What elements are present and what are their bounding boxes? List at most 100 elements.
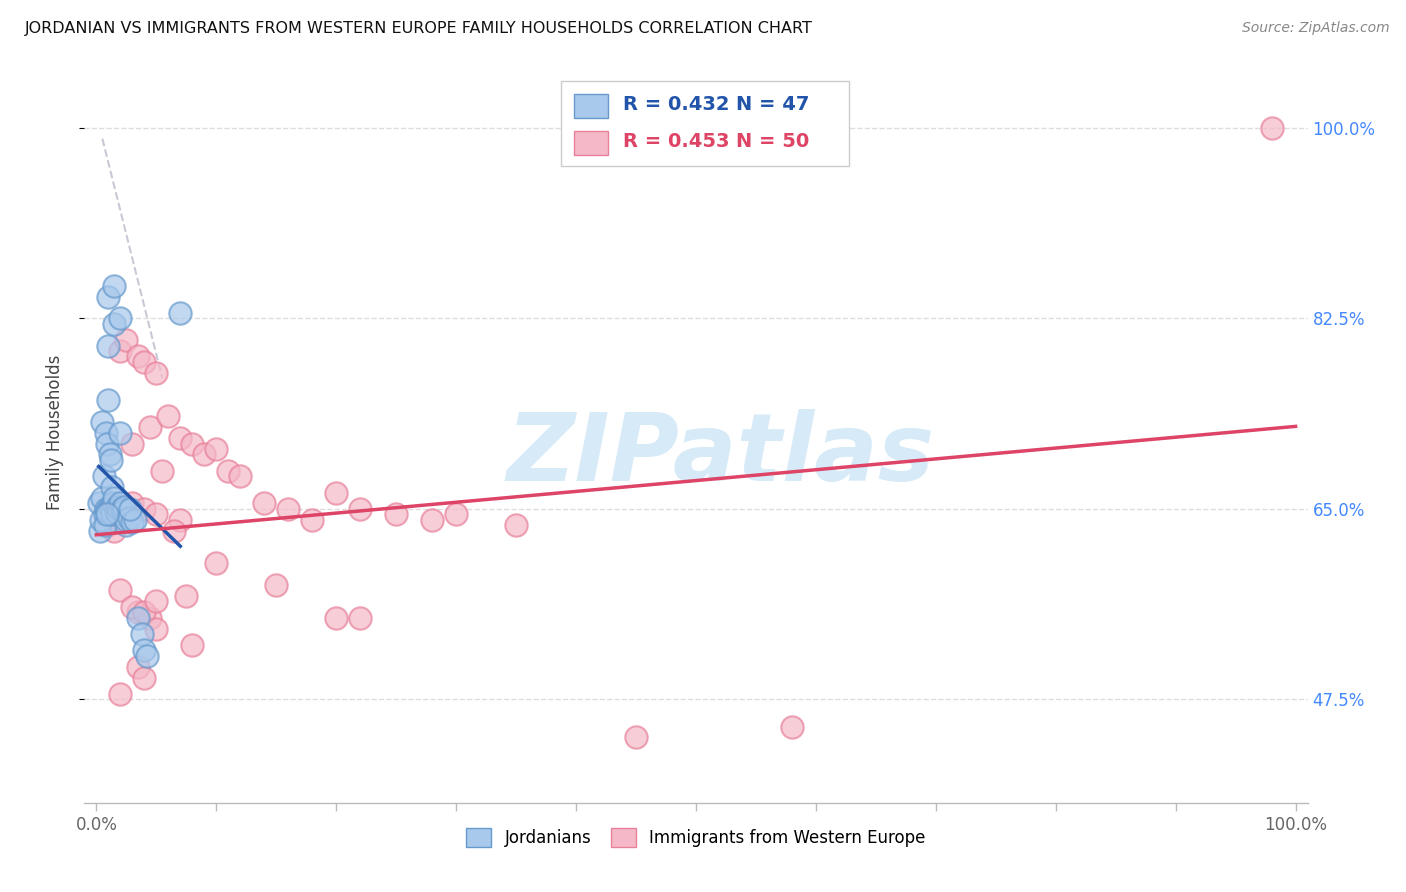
Point xyxy=(98,447,121,461)
Point xyxy=(139,611,162,625)
Point xyxy=(1260,120,1282,135)
Point xyxy=(91,415,114,429)
Point xyxy=(107,508,129,522)
Point xyxy=(139,420,162,434)
Point xyxy=(264,578,287,592)
Point xyxy=(110,343,132,358)
Point xyxy=(110,311,132,326)
Point xyxy=(127,350,149,364)
Point xyxy=(169,513,191,527)
Point xyxy=(93,508,117,522)
FancyBboxPatch shape xyxy=(561,81,849,166)
Point xyxy=(134,643,156,657)
Point xyxy=(97,392,120,407)
Text: R = 0.432: R = 0.432 xyxy=(623,95,730,114)
Point xyxy=(134,605,156,619)
Point xyxy=(103,491,125,505)
Point xyxy=(301,513,323,527)
Point xyxy=(103,524,125,538)
Point xyxy=(87,496,110,510)
Y-axis label: Family Households: Family Households xyxy=(45,355,63,510)
Point xyxy=(101,496,124,510)
Point xyxy=(101,508,124,522)
Point xyxy=(205,442,228,456)
Point xyxy=(97,289,120,303)
Point xyxy=(325,485,347,500)
Point xyxy=(110,496,132,510)
Point xyxy=(112,500,135,514)
Text: ZIPatlas: ZIPatlas xyxy=(506,409,935,500)
Point xyxy=(98,500,121,514)
Point xyxy=(385,508,408,522)
Point xyxy=(169,431,191,445)
Point xyxy=(193,447,215,461)
Point xyxy=(134,355,156,369)
Point xyxy=(100,453,122,467)
Text: N = 47: N = 47 xyxy=(737,95,810,114)
Point xyxy=(253,496,276,510)
Point xyxy=(94,501,117,516)
Point xyxy=(105,500,128,514)
Point xyxy=(145,622,167,636)
Point xyxy=(145,594,167,608)
Point xyxy=(349,501,371,516)
Point xyxy=(110,425,132,440)
Point xyxy=(97,338,120,352)
Point xyxy=(91,491,114,505)
FancyBboxPatch shape xyxy=(574,95,607,118)
Point xyxy=(127,605,149,619)
Point xyxy=(624,731,647,745)
Point xyxy=(150,464,173,478)
Point xyxy=(89,524,111,538)
Point xyxy=(349,611,371,625)
Point xyxy=(93,469,115,483)
Point xyxy=(118,510,141,524)
Point xyxy=(131,627,153,641)
Point xyxy=(217,464,239,478)
Point xyxy=(181,638,204,652)
Point xyxy=(157,409,180,424)
Point xyxy=(205,556,228,570)
Point xyxy=(134,501,156,516)
Text: N = 50: N = 50 xyxy=(737,132,810,151)
Point xyxy=(118,501,141,516)
Point xyxy=(93,518,117,533)
Point xyxy=(96,508,118,522)
Point xyxy=(110,687,132,701)
Point xyxy=(121,599,143,614)
Point xyxy=(94,425,117,440)
Point xyxy=(110,583,132,598)
Text: JORDANIAN VS IMMIGRANTS FROM WESTERN EUROPE FAMILY HOUSEHOLDS CORRELATION CHART: JORDANIAN VS IMMIGRANTS FROM WESTERN EUR… xyxy=(25,21,813,37)
Point xyxy=(108,501,131,516)
Point xyxy=(444,508,467,522)
Point xyxy=(115,518,138,533)
Point xyxy=(169,306,191,320)
Point xyxy=(163,524,186,538)
Point xyxy=(145,366,167,380)
Point xyxy=(325,611,347,625)
Point xyxy=(181,436,204,450)
Point xyxy=(121,496,143,510)
Point xyxy=(103,317,125,331)
Point xyxy=(96,504,118,518)
Point xyxy=(127,659,149,673)
Point xyxy=(104,504,127,518)
Point xyxy=(145,508,167,522)
Point xyxy=(111,504,134,518)
Point xyxy=(124,513,146,527)
Point xyxy=(127,611,149,625)
Point xyxy=(420,513,443,527)
Point xyxy=(115,333,138,347)
Point xyxy=(134,671,156,685)
Point xyxy=(96,436,118,450)
FancyBboxPatch shape xyxy=(574,131,607,155)
Point xyxy=(110,501,132,516)
Point xyxy=(121,436,143,450)
Point xyxy=(101,480,124,494)
Point xyxy=(90,513,112,527)
Point xyxy=(100,501,122,516)
Point xyxy=(115,513,138,527)
Text: Source: ZipAtlas.com: Source: ZipAtlas.com xyxy=(1241,21,1389,36)
Point xyxy=(121,515,143,529)
Point xyxy=(103,278,125,293)
